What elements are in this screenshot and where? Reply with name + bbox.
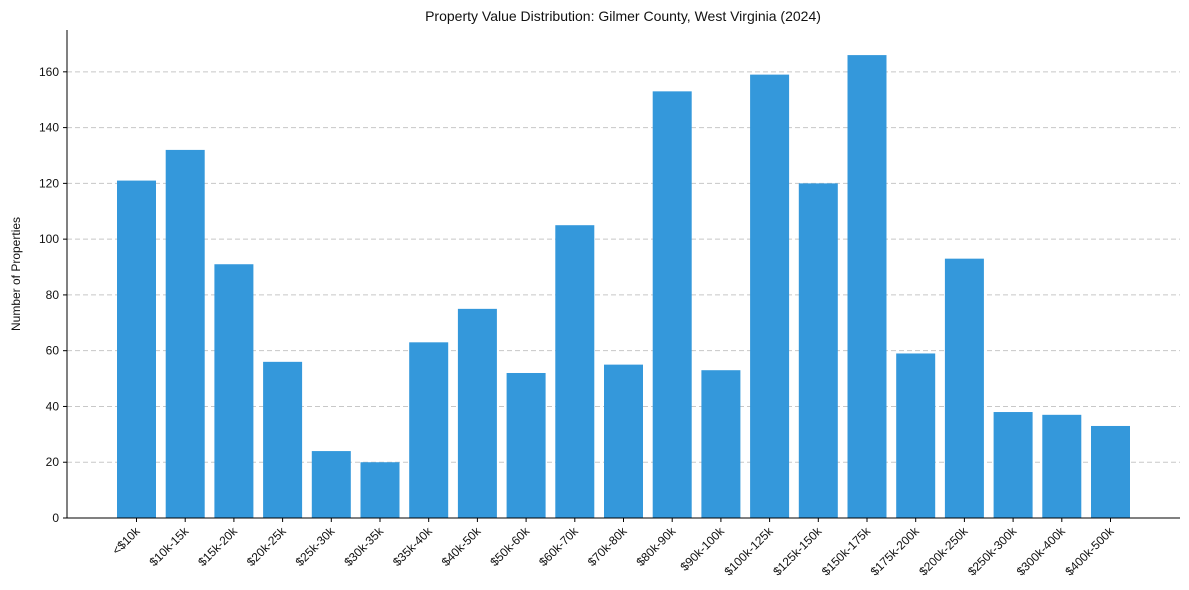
x-tick-label-10: $70k-80k: [585, 524, 631, 570]
x-tick-label-12: $90k-100k: [677, 524, 727, 574]
bar-20: [1091, 425, 1130, 518]
y-tick-label-3: 60: [46, 344, 60, 358]
y-tick-label-0: 0: [52, 511, 59, 525]
y-tick-label-4: 80: [46, 288, 60, 302]
x-tick-label-2: $15k-20k: [195, 524, 241, 570]
bar-15: [847, 55, 887, 519]
bar-1: [165, 149, 205, 518]
bar-13: [750, 74, 790, 519]
x-tick-label-3: $20k-25k: [244, 524, 290, 570]
y-axis-label: Number of Properties: [9, 217, 23, 331]
x-tick-label-20: $400k-500k: [1062, 524, 1117, 579]
x-tick-label-16: $175k-200k: [868, 524, 923, 579]
bar-18: [993, 412, 1033, 518]
y-tick-label-7: 140: [39, 121, 59, 135]
bar-16: [896, 353, 936, 518]
bar-19: [1042, 414, 1082, 518]
x-tick-label-18: $250k-300k: [965, 524, 1020, 579]
x-tick-label-9: $60k-70k: [536, 524, 582, 570]
y-tick-label-2: 40: [46, 399, 60, 413]
bar-11: [652, 91, 692, 518]
y-tick-label-6: 120: [39, 176, 59, 190]
bar-0: [117, 180, 156, 518]
bar-12: [701, 370, 741, 518]
bar-17: [944, 258, 984, 518]
x-tick-label-4: $25k-30k: [293, 524, 339, 570]
y-tick-label-8: 160: [39, 65, 59, 79]
bars: [117, 55, 1130, 519]
bar-2: [214, 264, 254, 518]
x-tick-label-11: $80k-90k: [634, 524, 680, 570]
bar-3: [263, 361, 303, 518]
bar-6: [409, 342, 449, 518]
bar-5: [360, 462, 400, 518]
x-tick-label-5: $30k-35k: [341, 524, 387, 570]
y-ticks: 0 20 40 60 80 100 120 140 160: [39, 65, 67, 525]
x-tick-label-8: $50k-60k: [487, 524, 533, 570]
x-tick-label-15: $150k-175k: [819, 524, 874, 579]
x-tick-label-17: $200k-250k: [916, 524, 971, 579]
bar-14: [798, 183, 838, 518]
y-tick-label-5: 100: [39, 232, 59, 246]
bar-9: [555, 225, 595, 518]
x-ticks: <$10k $10k-15k $15k-20k $20k-25k $25k-30k $30…: [109, 518, 1117, 578]
y-tick-label-1: 20: [46, 455, 60, 469]
x-tick-label-1: $10k-15k: [147, 524, 193, 570]
chart-title: Property Value Distribution: Gilmer Coun…: [425, 8, 821, 24]
bar-8: [506, 372, 546, 518]
x-tick-label-14: $125k-150k: [770, 524, 825, 579]
bar-4: [311, 451, 351, 518]
bar-7: [457, 308, 497, 518]
x-tick-label-7: $40k-50k: [439, 524, 485, 570]
x-tick-label-6: $35k-40k: [390, 524, 436, 570]
x-tick-label-19: $300k-400k: [1014, 524, 1069, 579]
x-tick-label-13: $100k-125k: [721, 524, 776, 579]
bar-10: [604, 364, 643, 518]
x-tick-label-0: <$10k: [109, 524, 143, 558]
